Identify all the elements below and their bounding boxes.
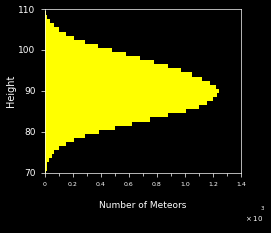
Bar — [45, 138, 74, 142]
Bar — [45, 31, 66, 36]
Text: $\times\,1\,0$: $\times\,1\,0$ — [245, 214, 263, 223]
Y-axis label: Height: Height — [6, 75, 15, 107]
Bar — [45, 11, 46, 15]
Bar — [45, 101, 207, 105]
X-axis label: Number of Meteors: Number of Meteors — [99, 201, 186, 210]
Bar — [45, 171, 46, 175]
Bar — [45, 85, 216, 89]
Bar — [45, 19, 50, 23]
Bar — [45, 44, 98, 48]
Bar — [45, 122, 131, 126]
Bar — [45, 27, 59, 31]
Bar — [45, 97, 213, 101]
Bar — [45, 109, 186, 113]
Bar — [45, 89, 218, 93]
Bar — [45, 146, 59, 150]
Text: 3: 3 — [261, 206, 264, 211]
Bar — [45, 40, 85, 44]
Bar — [45, 52, 126, 56]
Bar — [45, 48, 112, 52]
Bar — [45, 150, 54, 154]
Bar — [45, 81, 210, 85]
Bar — [45, 134, 85, 138]
Bar — [45, 162, 47, 167]
Bar — [45, 126, 115, 130]
Bar — [45, 77, 202, 81]
Bar — [45, 130, 99, 134]
Bar — [45, 60, 154, 64]
Bar — [45, 105, 199, 109]
Bar — [45, 167, 47, 171]
Bar — [45, 15, 47, 19]
Bar — [45, 68, 181, 72]
Bar — [45, 142, 66, 146]
Bar — [45, 158, 49, 162]
Bar — [45, 23, 54, 27]
Bar — [45, 56, 140, 60]
Bar — [45, 64, 168, 68]
Bar — [45, 117, 150, 122]
Bar — [45, 154, 51, 158]
Bar — [45, 36, 74, 40]
Bar — [45, 72, 192, 77]
Bar — [45, 113, 168, 117]
Bar — [45, 93, 217, 97]
